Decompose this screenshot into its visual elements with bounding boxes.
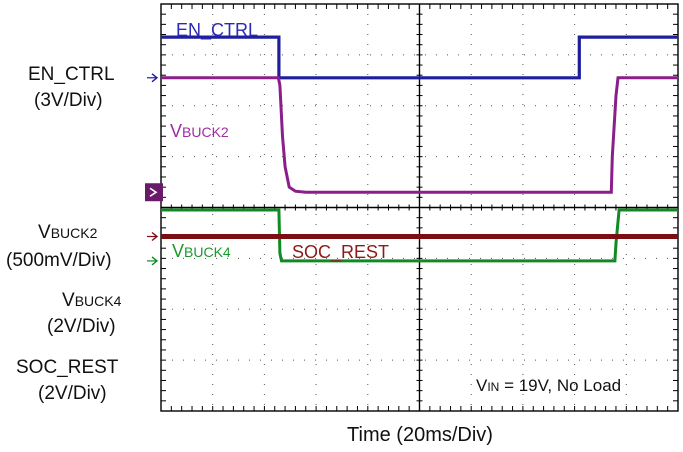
soc-rest-name-label: SOC_REST (16, 357, 119, 378)
channel-markers (145, 73, 163, 266)
soc-rest-scale-label: (2V/Div) (38, 383, 107, 404)
x-axis-label: Time (20ms/Div) (347, 424, 493, 446)
trace-label-soc-rest: SOC_REST (292, 242, 390, 262)
marker-en-ctrl-arrow (151, 73, 159, 83)
vbuck4-scale-label: (2V/Div) (47, 316, 116, 337)
trace-vbuck4 (161, 208, 678, 263)
vbuck2-scale-label: (500mV/Div) (6, 250, 112, 271)
trace-label-vbuck4-main: V (172, 241, 185, 261)
vbuck2-name-main: V (38, 222, 51, 243)
trace-label-vbuck2-main: V (170, 121, 183, 141)
vin-main: V (476, 376, 488, 395)
trace-label-vbuck4: VBUCK4 (172, 240, 231, 263)
grid (160, 3, 679, 412)
traces (161, 35, 678, 263)
trace-label-vbuck2-sub: BUCK2 (182, 124, 229, 140)
vbuck4-name-label: VBUCK4 (62, 290, 121, 312)
trace-label-vbuck2: VBUCK2 (170, 120, 229, 143)
vin-annotation: VIN = 19V, No Load (476, 376, 621, 396)
trace-label-vbuck4-sub: BUCK4 (184, 244, 231, 260)
marker-soc-rest-arrow (151, 231, 159, 242)
en-ctrl-scale-label: (3V/Div) (34, 90, 103, 111)
vbuck4-name-main: V (62, 290, 75, 311)
vbuck2-name-sub: BUCK2 (50, 225, 98, 241)
marker-vbuck2-arrow (149, 187, 158, 197)
vbuck4-name-sub: BUCK4 (74, 293, 122, 309)
trace-en-ctrl (161, 35, 678, 80)
marker-vbuck4-arrow (151, 256, 159, 266)
en-ctrl-name-label: EN_CTRL (28, 64, 115, 85)
trace-label-en-ctrl: EN_CTRL (176, 20, 259, 40)
vin-sub: IN (487, 380, 500, 394)
marker-vbuck2-box (145, 183, 163, 202)
trace-vbuck2 (161, 76, 678, 194)
vbuck2-name-label: VBUCK2 (38, 222, 97, 244)
vin-rest: = 19V, No Load (499, 376, 622, 395)
